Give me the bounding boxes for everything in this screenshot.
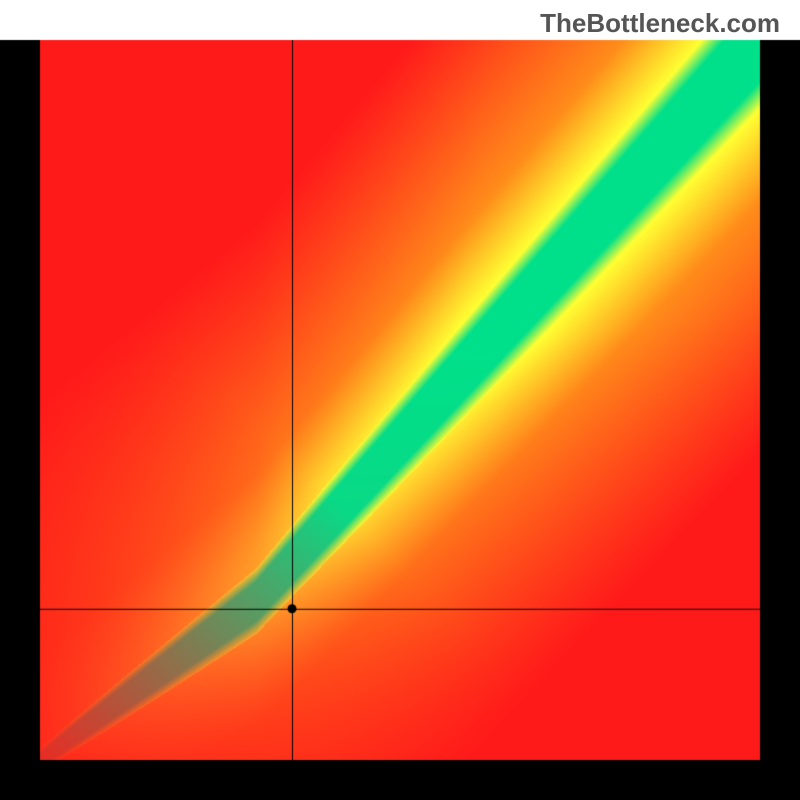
heatmap-canvas (0, 0, 800, 800)
chart-container: TheBottleneck.com (0, 0, 800, 800)
watermark-text: TheBottleneck.com (540, 8, 780, 39)
